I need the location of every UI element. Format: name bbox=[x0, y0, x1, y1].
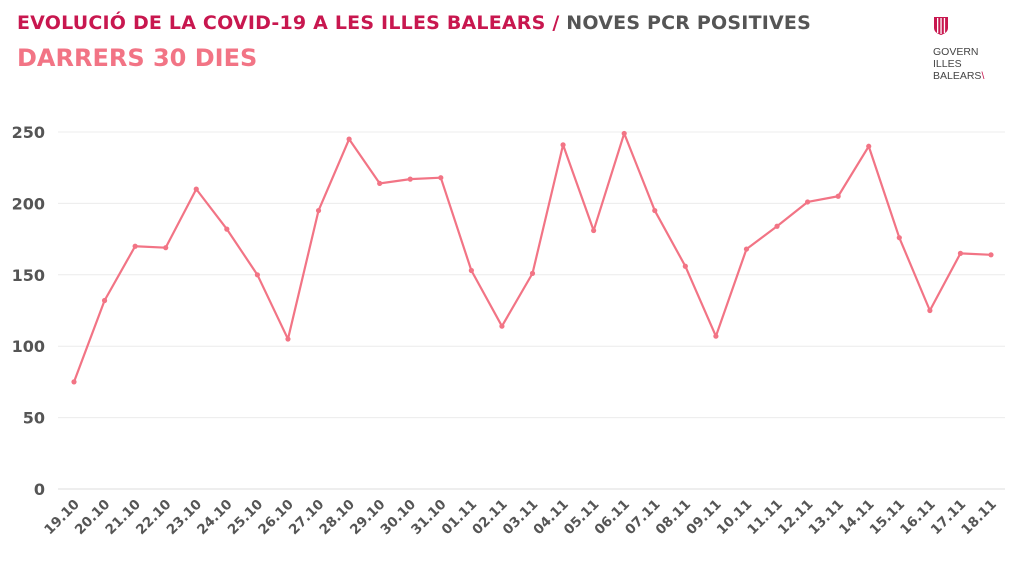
data-point bbox=[71, 379, 77, 385]
data-point bbox=[499, 323, 505, 329]
data-point bbox=[132, 243, 138, 249]
shield-icon bbox=[934, 17, 948, 35]
data-point bbox=[101, 297, 108, 304]
y-tick-label: 250 bbox=[12, 123, 45, 142]
data-point bbox=[988, 252, 994, 258]
data-point bbox=[835, 193, 841, 199]
govern-logo: GOVERN ILLES BALEARS\ bbox=[933, 16, 1013, 82]
data-point bbox=[805, 199, 811, 205]
data-point bbox=[346, 136, 352, 142]
data-point bbox=[163, 245, 169, 251]
data-point bbox=[591, 227, 597, 234]
data-point bbox=[468, 267, 474, 274]
data-point bbox=[529, 270, 536, 276]
data-point bbox=[652, 207, 658, 214]
data-point bbox=[315, 207, 322, 214]
x-tick-label: 18.11 bbox=[958, 497, 1000, 539]
data-point bbox=[377, 180, 383, 187]
chart-title: EVOLUCIÓ DE LA COVID-19 A LES ILLES BALE… bbox=[17, 12, 811, 34]
data-point bbox=[866, 143, 872, 149]
data-point bbox=[774, 223, 780, 229]
data-point bbox=[224, 226, 230, 232]
data-point bbox=[285, 336, 291, 342]
y-tick-label: 100 bbox=[12, 337, 45, 356]
data-point bbox=[927, 307, 933, 314]
chart-subtitle: DARRERS 30 DIES bbox=[17, 44, 258, 72]
data-point bbox=[682, 263, 688, 269]
data-point bbox=[743, 246, 750, 252]
data-point bbox=[957, 250, 964, 256]
data-point bbox=[254, 272, 260, 278]
series-line bbox=[72, 132, 992, 383]
y-tick-label: 50 bbox=[23, 409, 45, 428]
data-point bbox=[438, 175, 444, 181]
data-point bbox=[193, 186, 199, 192]
y-tick-label: 200 bbox=[12, 194, 45, 213]
data-point bbox=[560, 142, 566, 148]
data-point bbox=[407, 176, 413, 182]
data-point bbox=[621, 130, 627, 137]
y-tick-label: 150 bbox=[12, 266, 45, 285]
data-point bbox=[896, 235, 902, 241]
data-point bbox=[713, 333, 719, 339]
y-tick-label: 0 bbox=[34, 480, 45, 499]
